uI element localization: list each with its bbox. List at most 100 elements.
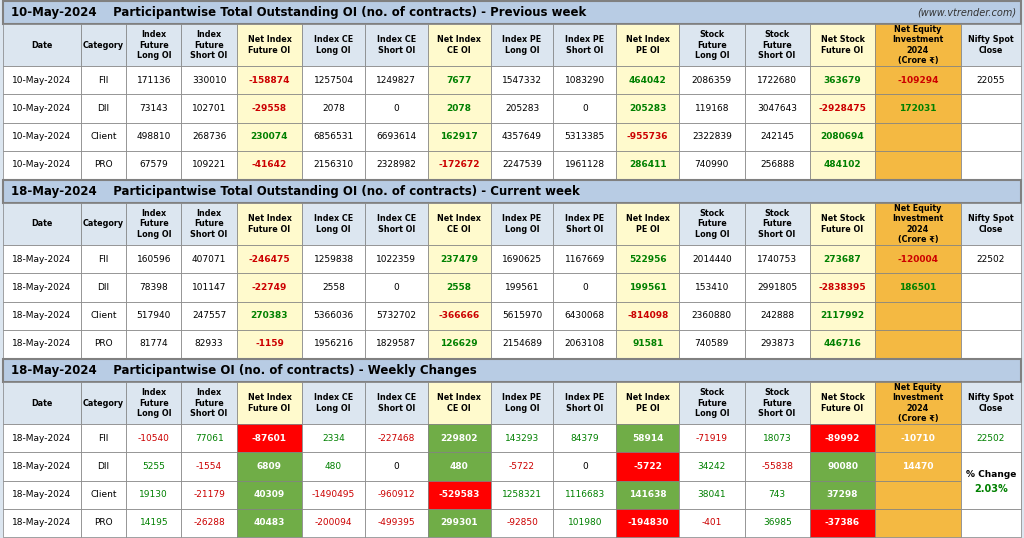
- Text: Nifty Spot
Close: Nifty Spot Close: [968, 393, 1014, 413]
- Text: Index PE
Long OI: Index PE Long OI: [503, 36, 542, 55]
- Bar: [3, 330, 81, 358]
- Text: Net Index
CE OI: Net Index CE OI: [437, 36, 481, 55]
- Bar: [302, 94, 365, 123]
- Bar: [237, 66, 302, 94]
- Bar: [961, 382, 1021, 424]
- Bar: [744, 151, 810, 179]
- Text: -529583: -529583: [438, 490, 480, 499]
- Bar: [302, 245, 365, 273]
- Bar: [744, 24, 810, 66]
- Text: 22502: 22502: [977, 254, 1005, 264]
- Bar: [181, 509, 237, 537]
- Text: -2928475: -2928475: [818, 104, 866, 113]
- Text: Stock
Future
Long OI: Stock Future Long OI: [694, 30, 729, 60]
- Text: 740589: 740589: [694, 339, 729, 349]
- Text: Net Equity
Investment
2024
(Crore ₹): Net Equity Investment 2024 (Crore ₹): [892, 25, 943, 65]
- Bar: [744, 66, 810, 94]
- Bar: [302, 24, 365, 66]
- Text: 22055: 22055: [977, 76, 1006, 84]
- Bar: [181, 273, 237, 301]
- Text: 498810: 498810: [136, 132, 171, 141]
- Bar: [302, 301, 365, 330]
- Text: 2117992: 2117992: [820, 311, 864, 320]
- Text: Net Index
Future OI: Net Index Future OI: [248, 36, 292, 55]
- Text: Net Index
CE OI: Net Index CE OI: [437, 214, 481, 233]
- Text: Client: Client: [90, 311, 117, 320]
- Text: 18-May-2024    Participantwise Total Outstanding OI (no. of contracts) - Current: 18-May-2024 Participantwise Total Outsta…: [11, 185, 580, 198]
- Text: 7677: 7677: [446, 76, 472, 84]
- Text: 126629: 126629: [440, 339, 478, 349]
- Bar: [744, 245, 810, 273]
- Bar: [744, 330, 810, 358]
- Bar: [744, 273, 810, 301]
- Bar: [810, 203, 876, 245]
- Bar: [616, 480, 679, 509]
- Bar: [744, 203, 810, 245]
- Text: Stock
Future
Short OI: Stock Future Short OI: [759, 30, 796, 60]
- Bar: [365, 424, 428, 452]
- Bar: [302, 452, 365, 480]
- Bar: [616, 66, 679, 94]
- Bar: [490, 245, 554, 273]
- Bar: [876, 382, 961, 424]
- Text: 14470: 14470: [902, 462, 934, 471]
- Text: -5722: -5722: [509, 462, 536, 471]
- Bar: [616, 203, 679, 245]
- Text: Index PE
Short OI: Index PE Short OI: [565, 393, 604, 413]
- Bar: [3, 382, 81, 424]
- Text: Net Stock
Future OI: Net Stock Future OI: [820, 36, 864, 55]
- Bar: [3, 273, 81, 301]
- Text: 2558: 2558: [323, 283, 345, 292]
- Text: Index PE
Short OI: Index PE Short OI: [565, 214, 604, 233]
- Text: 0: 0: [393, 283, 399, 292]
- Bar: [302, 203, 365, 245]
- Text: 230074: 230074: [251, 132, 288, 141]
- Bar: [237, 301, 302, 330]
- Bar: [237, 509, 302, 537]
- Text: 6856531: 6856531: [313, 132, 353, 141]
- Bar: [490, 123, 554, 151]
- Text: 22502: 22502: [977, 434, 1005, 443]
- Text: 171136: 171136: [136, 76, 171, 84]
- Text: 18073: 18073: [763, 434, 792, 443]
- Text: 58914: 58914: [632, 434, 664, 443]
- Bar: [181, 424, 237, 452]
- Text: 407071: 407071: [191, 254, 226, 264]
- Bar: [302, 273, 365, 301]
- Text: 2078: 2078: [446, 104, 472, 113]
- Text: Nifty Spot
Close: Nifty Spot Close: [968, 36, 1014, 55]
- Bar: [428, 151, 490, 179]
- Bar: [302, 151, 365, 179]
- Text: PRO: PRO: [94, 339, 113, 349]
- Bar: [302, 123, 365, 151]
- Text: 84379: 84379: [570, 434, 599, 443]
- Text: 91581: 91581: [632, 339, 664, 349]
- Bar: [961, 452, 1021, 509]
- Text: Net Index
Future OI: Net Index Future OI: [248, 393, 292, 413]
- Bar: [428, 330, 490, 358]
- Bar: [744, 382, 810, 424]
- Text: 1259838: 1259838: [313, 254, 353, 264]
- Bar: [126, 245, 181, 273]
- Text: 268736: 268736: [191, 132, 226, 141]
- Bar: [616, 24, 679, 66]
- Text: DII: DII: [97, 462, 110, 471]
- Text: 270383: 270383: [251, 311, 288, 320]
- Text: 10-May-2024: 10-May-2024: [12, 104, 72, 113]
- Bar: [81, 123, 126, 151]
- Text: 247557: 247557: [191, 311, 226, 320]
- Bar: [490, 452, 554, 480]
- Bar: [237, 452, 302, 480]
- Bar: [126, 24, 181, 66]
- Text: 160596: 160596: [136, 254, 171, 264]
- Bar: [126, 273, 181, 301]
- Bar: [810, 151, 876, 179]
- Text: -401: -401: [701, 519, 722, 527]
- Text: 205283: 205283: [629, 104, 667, 113]
- Text: -120004: -120004: [897, 254, 938, 264]
- Bar: [81, 151, 126, 179]
- Bar: [126, 123, 181, 151]
- Bar: [428, 66, 490, 94]
- Text: 77061: 77061: [195, 434, 223, 443]
- Bar: [237, 424, 302, 452]
